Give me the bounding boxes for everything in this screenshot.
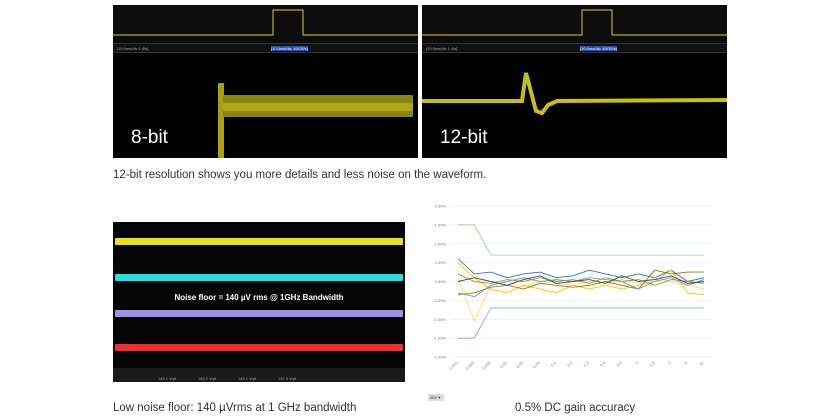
overview-trace — [422, 9, 727, 36]
ch1-reading: 140.1 V/pt — [158, 376, 177, 381]
series-line-s1 — [457, 258, 705, 282]
y-tick-label: 0.50% — [435, 260, 447, 265]
legend-chip-label: site ▾ — [430, 395, 441, 400]
x-tick-label: 0.001 — [448, 360, 459, 371]
sample-rate-text: [10.0ms/div, 40GS/s] — [271, 46, 308, 51]
legend-chip — [428, 394, 444, 401]
y-tick-label: -1.50% — [433, 336, 446, 341]
series-line-upper-limit — [458, 224, 704, 256]
scope-header — [113, 5, 418, 44]
y-tick-label: -2.00% — [433, 355, 446, 360]
resolution-label: 12-bit — [440, 127, 488, 148]
x-tick-label: 0.002 — [464, 360, 475, 371]
channel-4-trace — [115, 344, 403, 351]
waveform-8bit — [218, 83, 413, 158]
y-tick-label: 0.00% — [435, 279, 447, 284]
x-tick-label: 0.2 — [566, 360, 574, 368]
x-tick-label: 0.4 — [599, 360, 607, 368]
series-line-s6 — [457, 273, 705, 286]
x-tick-label: 1 — [634, 360, 640, 366]
timebase-text: [10.0ms/div 1.4fs] — [426, 46, 458, 51]
overview-trace — [113, 9, 418, 36]
scope-8bit: [10.0ms/div 1.4fs] [10.0ms/div, 40GS/s] … — [113, 5, 418, 158]
y-tick-label: 1.50% — [435, 222, 447, 227]
scope-status-bar: [10.0ms/div 1.4fs] [10.0ms/div, 40GS/s] — [113, 44, 418, 53]
x-tick-label: 0.05 — [532, 360, 542, 370]
waveform-12bit — [422, 72, 727, 116]
x-tick-label: 0.01 — [499, 360, 509, 370]
channel-2-trace — [115, 274, 403, 281]
noise-annotation: Noise floor = 140 µV rms @ 1GHz Bandwidt… — [174, 293, 344, 302]
x-tick-label: 1.5 — [648, 360, 656, 368]
series-line-lower-limit — [458, 307, 704, 339]
y-tick-label: -1.00% — [433, 317, 446, 322]
scope-header — [422, 5, 727, 44]
scope-status-bar: [10.0ms/div 1.4fs] [10.0ms/div, 40GS/s] — [422, 44, 727, 53]
channel-3-trace — [115, 310, 403, 317]
x-tick-label: 0.3 — [582, 360, 590, 368]
resolution-label: 8-bit — [131, 127, 168, 148]
scope-12bit: [10.0ms/div 1.4fs] [10.0ms/div, 40GS/s] … — [422, 5, 727, 158]
scope-noise-floor: Noise floor = 140 µV rms @ 1GHz Bandwidt… — [113, 222, 405, 382]
x-tick-label: 10 — [698, 360, 705, 367]
series-line-s2 — [457, 262, 705, 296]
series-line-s7 — [457, 275, 705, 286]
caption-resolution: 12-bit resolution shows you more details… — [113, 169, 487, 181]
dc-gain-chart: 2.00% 1.50% 1.00% 0.50% 0.00% -0.50% -1.00% -1.… — [428, 204, 712, 401]
sample-rate-text: [10.0ms/div, 40GS/s] — [580, 46, 617, 51]
x-tick-label: 0.02 — [515, 360, 525, 370]
caption-noise: Low noise floor: 140 µVrms at 1 GHz band… — [113, 402, 357, 414]
ch4-reading: 137.3 V/pt — [278, 376, 297, 381]
channel-1-trace — [115, 238, 403, 245]
ch2-reading: 140.2 V/pt — [198, 376, 217, 381]
measurement-bar: 140.1 V/pt 140.2 V/pt 140.1 V/pt 137.3 V… — [113, 368, 405, 382]
y-tick-label: 1.00% — [435, 241, 447, 246]
timebase-text: [10.0ms/div 1.4fs] — [117, 46, 149, 51]
ch3-reading: 140.1 V/pt — [238, 376, 257, 381]
caption-gain: 0.5% DC gain accuracy — [515, 402, 636, 414]
x-tick-label: 5 — [683, 360, 689, 366]
x-tick-label: 0.5 — [615, 360, 623, 368]
y-tick-label: -0.50% — [433, 298, 446, 303]
y-tick-label: 2.00% — [435, 204, 447, 209]
series-line-s4 — [457, 269, 704, 296]
x-tick-label: 2 — [667, 360, 673, 366]
x-tick-label: 0.005 — [481, 360, 492, 371]
x-tick-label: 0.1 — [550, 360, 558, 368]
